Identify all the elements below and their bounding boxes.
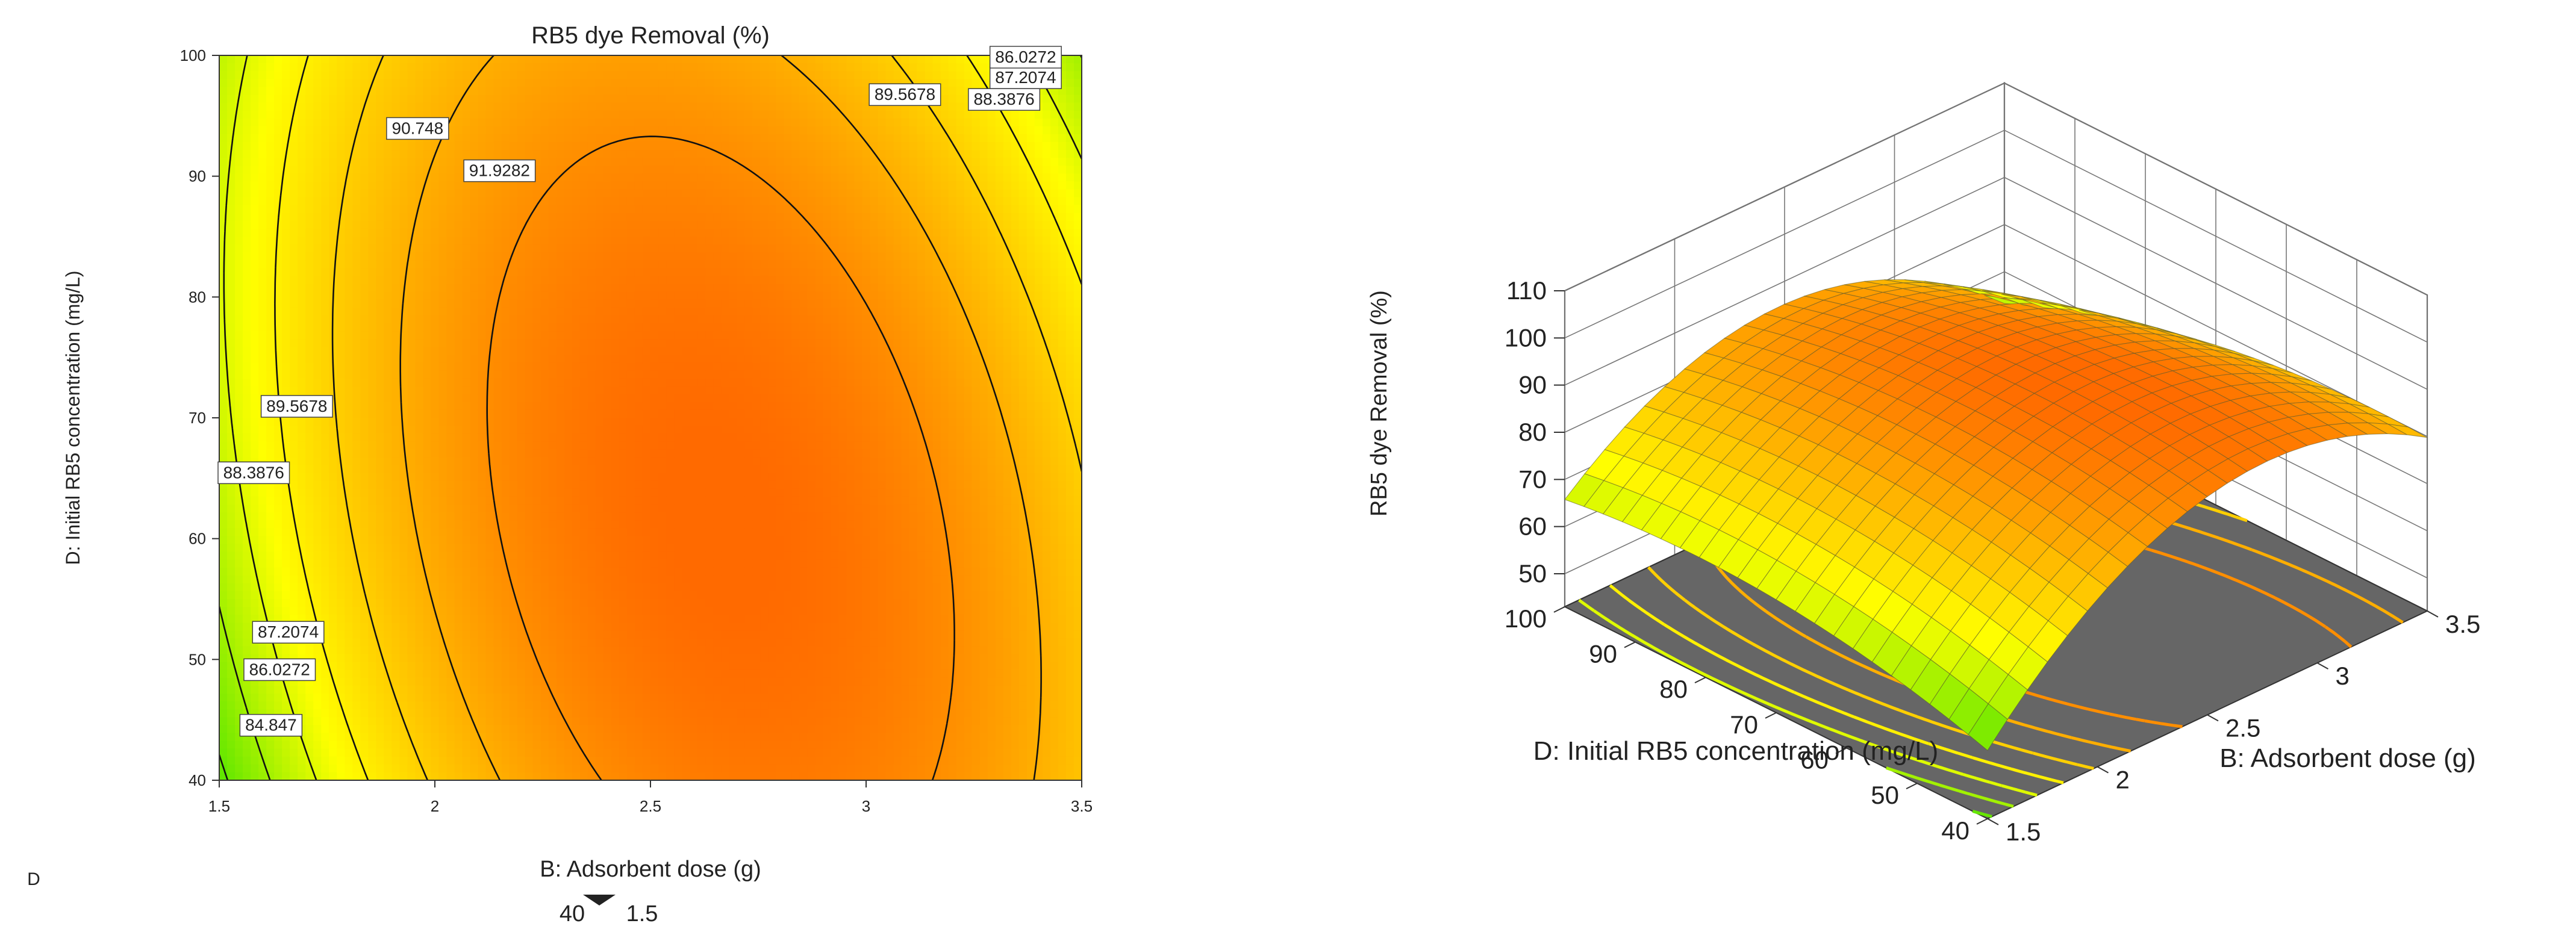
contour-label-2: 87.2074 xyxy=(258,623,319,641)
surface-x-tick-label-1: 2 xyxy=(2116,766,2130,794)
artifact-text-d: D xyxy=(27,869,40,889)
contour-x-tick-label-3: 3 xyxy=(862,797,870,815)
contour-level-labels: 84.847 86.0272 87.2074 88.3876 89.5678 90.748… xyxy=(217,46,1062,737)
contour-y-tick-label-0: 40 xyxy=(189,771,206,789)
surface-floor-contour-0 xyxy=(1972,810,1992,818)
surface-x-tick-label-3: 3 xyxy=(2336,662,2350,690)
surface-y-tick-mark-1 xyxy=(1906,783,1918,790)
surface-floor-contour-1 xyxy=(1885,397,2014,808)
contour-y-tick-label-5: 90 xyxy=(189,167,206,185)
contour-label-box-2 xyxy=(252,621,325,644)
surface-axis-ticks: 50 60 70 80 90 100 110 40 50 60 70 80 90 100 1.5 2 2.5 3 3… xyxy=(1505,276,2480,846)
surface-wall-grid-z-4 xyxy=(1564,176,2428,390)
surface-quad-21-0 xyxy=(2387,423,2428,438)
artifact-text-40: 40 xyxy=(560,901,585,927)
contour-y-axis-label: D: Initial RB5 concentration (mg/L) xyxy=(62,270,84,565)
contour-label-3: 88.3876 xyxy=(223,463,284,482)
surface-wall-grid-z-5 xyxy=(1564,129,2428,343)
surface-x-tick-mark-2 xyxy=(2207,714,2219,722)
contour-y-tick-label-1: 50 xyxy=(189,650,206,668)
surface-x-tick-label-0: 1.5 xyxy=(2006,818,2041,846)
surface-y-tick-mark-6 xyxy=(1553,606,1565,613)
contour-y-tick-label-4: 80 xyxy=(189,288,206,306)
contour-label-1: 86.0272 xyxy=(249,660,310,678)
surface-z-tick-label-5: 100 xyxy=(1505,323,1547,352)
surface-x-tick-mark-1 xyxy=(2097,766,2109,774)
contour-label-box-6 xyxy=(463,159,536,182)
surface-y-tick-label-5: 90 xyxy=(1589,640,1617,668)
surface-y-axis-label: D: Initial RB5 concentration (mg/L) xyxy=(1533,736,1939,766)
contour-x-tick-label-2: 2.5 xyxy=(640,797,661,815)
surface-x-tick-mark-0 xyxy=(1987,818,1999,825)
surface-z-axis-label: RB5 dye Removal (%) xyxy=(1367,290,1392,517)
contour-x-tick-label-4: 3.5 xyxy=(1071,797,1093,815)
contour-line-6 xyxy=(486,135,955,780)
contour-y-tick-label-6: 100 xyxy=(180,46,206,64)
surface-x-axis-label: B: Adsorbent dose (g) xyxy=(2219,744,2476,773)
surface-y-tick-label-6: 100 xyxy=(1505,604,1547,633)
contour-label-8: 88.3876 xyxy=(974,90,1035,108)
surface-wall-grid-z-6 xyxy=(1564,82,2428,296)
contour-y-tick-label-3: 70 xyxy=(189,409,206,427)
contour-x-tick-label-0: 1.5 xyxy=(208,797,230,815)
surface-y-tick-mark-3 xyxy=(1765,712,1777,719)
artifact-marker xyxy=(583,895,616,905)
contour-x-tick-label-1: 2 xyxy=(431,797,439,815)
contour-label-box-9 xyxy=(989,66,1062,89)
surface-y-tick-mark-0 xyxy=(1976,818,1988,825)
contour-y-tick-label-2: 60 xyxy=(189,530,206,548)
surface-mesh xyxy=(1564,279,2428,751)
surface-y-tick-label-3: 70 xyxy=(1730,710,1758,739)
surface-x-tick-mark-4 xyxy=(2427,610,2439,618)
surface-y-tick-mark-4 xyxy=(1694,677,1706,684)
surface-z-tick-label-4: 90 xyxy=(1518,371,1547,399)
contour-label-5: 90.748 xyxy=(392,119,444,137)
contour-x-axis-label: B: Adsorbent dose (g) xyxy=(540,857,761,882)
contour-axis-ticks: 1.5 2 2.5 3 3.5 40 50 60 70 80 90 100 xyxy=(180,46,1093,815)
surface-z-tick-label-1: 60 xyxy=(1518,512,1547,541)
contour-label-box-1 xyxy=(243,658,316,682)
surface-z-tick-label-6: 110 xyxy=(1506,276,1547,305)
contour-label-4: 89.5678 xyxy=(266,397,327,415)
surface-z-tick-label-2: 70 xyxy=(1518,465,1547,493)
surface-x-tick-mark-3 xyxy=(2317,662,2328,669)
surface-y-tick-label-1: 50 xyxy=(1871,781,1899,809)
surface-y-tick-label-0: 40 xyxy=(1941,816,1969,845)
contour-label-9: 87.2074 xyxy=(995,68,1056,87)
contour-label-box-4 xyxy=(260,395,333,418)
contour-label-box-0 xyxy=(239,713,303,737)
surface-z-tick-label-0: 50 xyxy=(1518,559,1547,588)
contour-label-box-7 xyxy=(869,83,941,106)
contour-label-box-5 xyxy=(386,117,449,140)
contour-label-0: 84.847 xyxy=(245,716,297,734)
surface-z-tick-label-3: 80 xyxy=(1518,418,1547,446)
artifact-text-1-5: 1.5 xyxy=(626,901,658,927)
contour-label-box-3 xyxy=(217,461,290,485)
contour-line-0 xyxy=(219,754,229,780)
contour-chart: RB5 dye Removal (%) 84.847 86.0272 87.2074… xyxy=(27,22,1093,927)
contour-label-6: 91.9282 xyxy=(469,161,530,180)
surface-y-tick-mark-5 xyxy=(1624,641,1636,648)
surface-chart: 50 60 70 80 90 100 110 40 50 60 70 80 90 100 1.5 2 2.5 3 3… xyxy=(1367,82,2480,846)
contour-chart-title: RB5 dye Removal (%) xyxy=(531,22,770,49)
surface-y-tick-mark-2 xyxy=(1835,747,1847,754)
surface-x-tick-label-4: 3.5 xyxy=(2445,610,2480,638)
surface-y-tick-label-2: 60 xyxy=(1800,746,1829,774)
contour-label-10: 86.0272 xyxy=(995,48,1056,66)
contour-label-7: 89.5678 xyxy=(875,85,935,104)
contour-line-4 xyxy=(331,55,1082,780)
contour-label-box-10 xyxy=(989,46,1062,69)
surface-x-tick-label-2: 2.5 xyxy=(2225,713,2260,742)
surface-y-tick-label-4: 80 xyxy=(1659,675,1688,703)
